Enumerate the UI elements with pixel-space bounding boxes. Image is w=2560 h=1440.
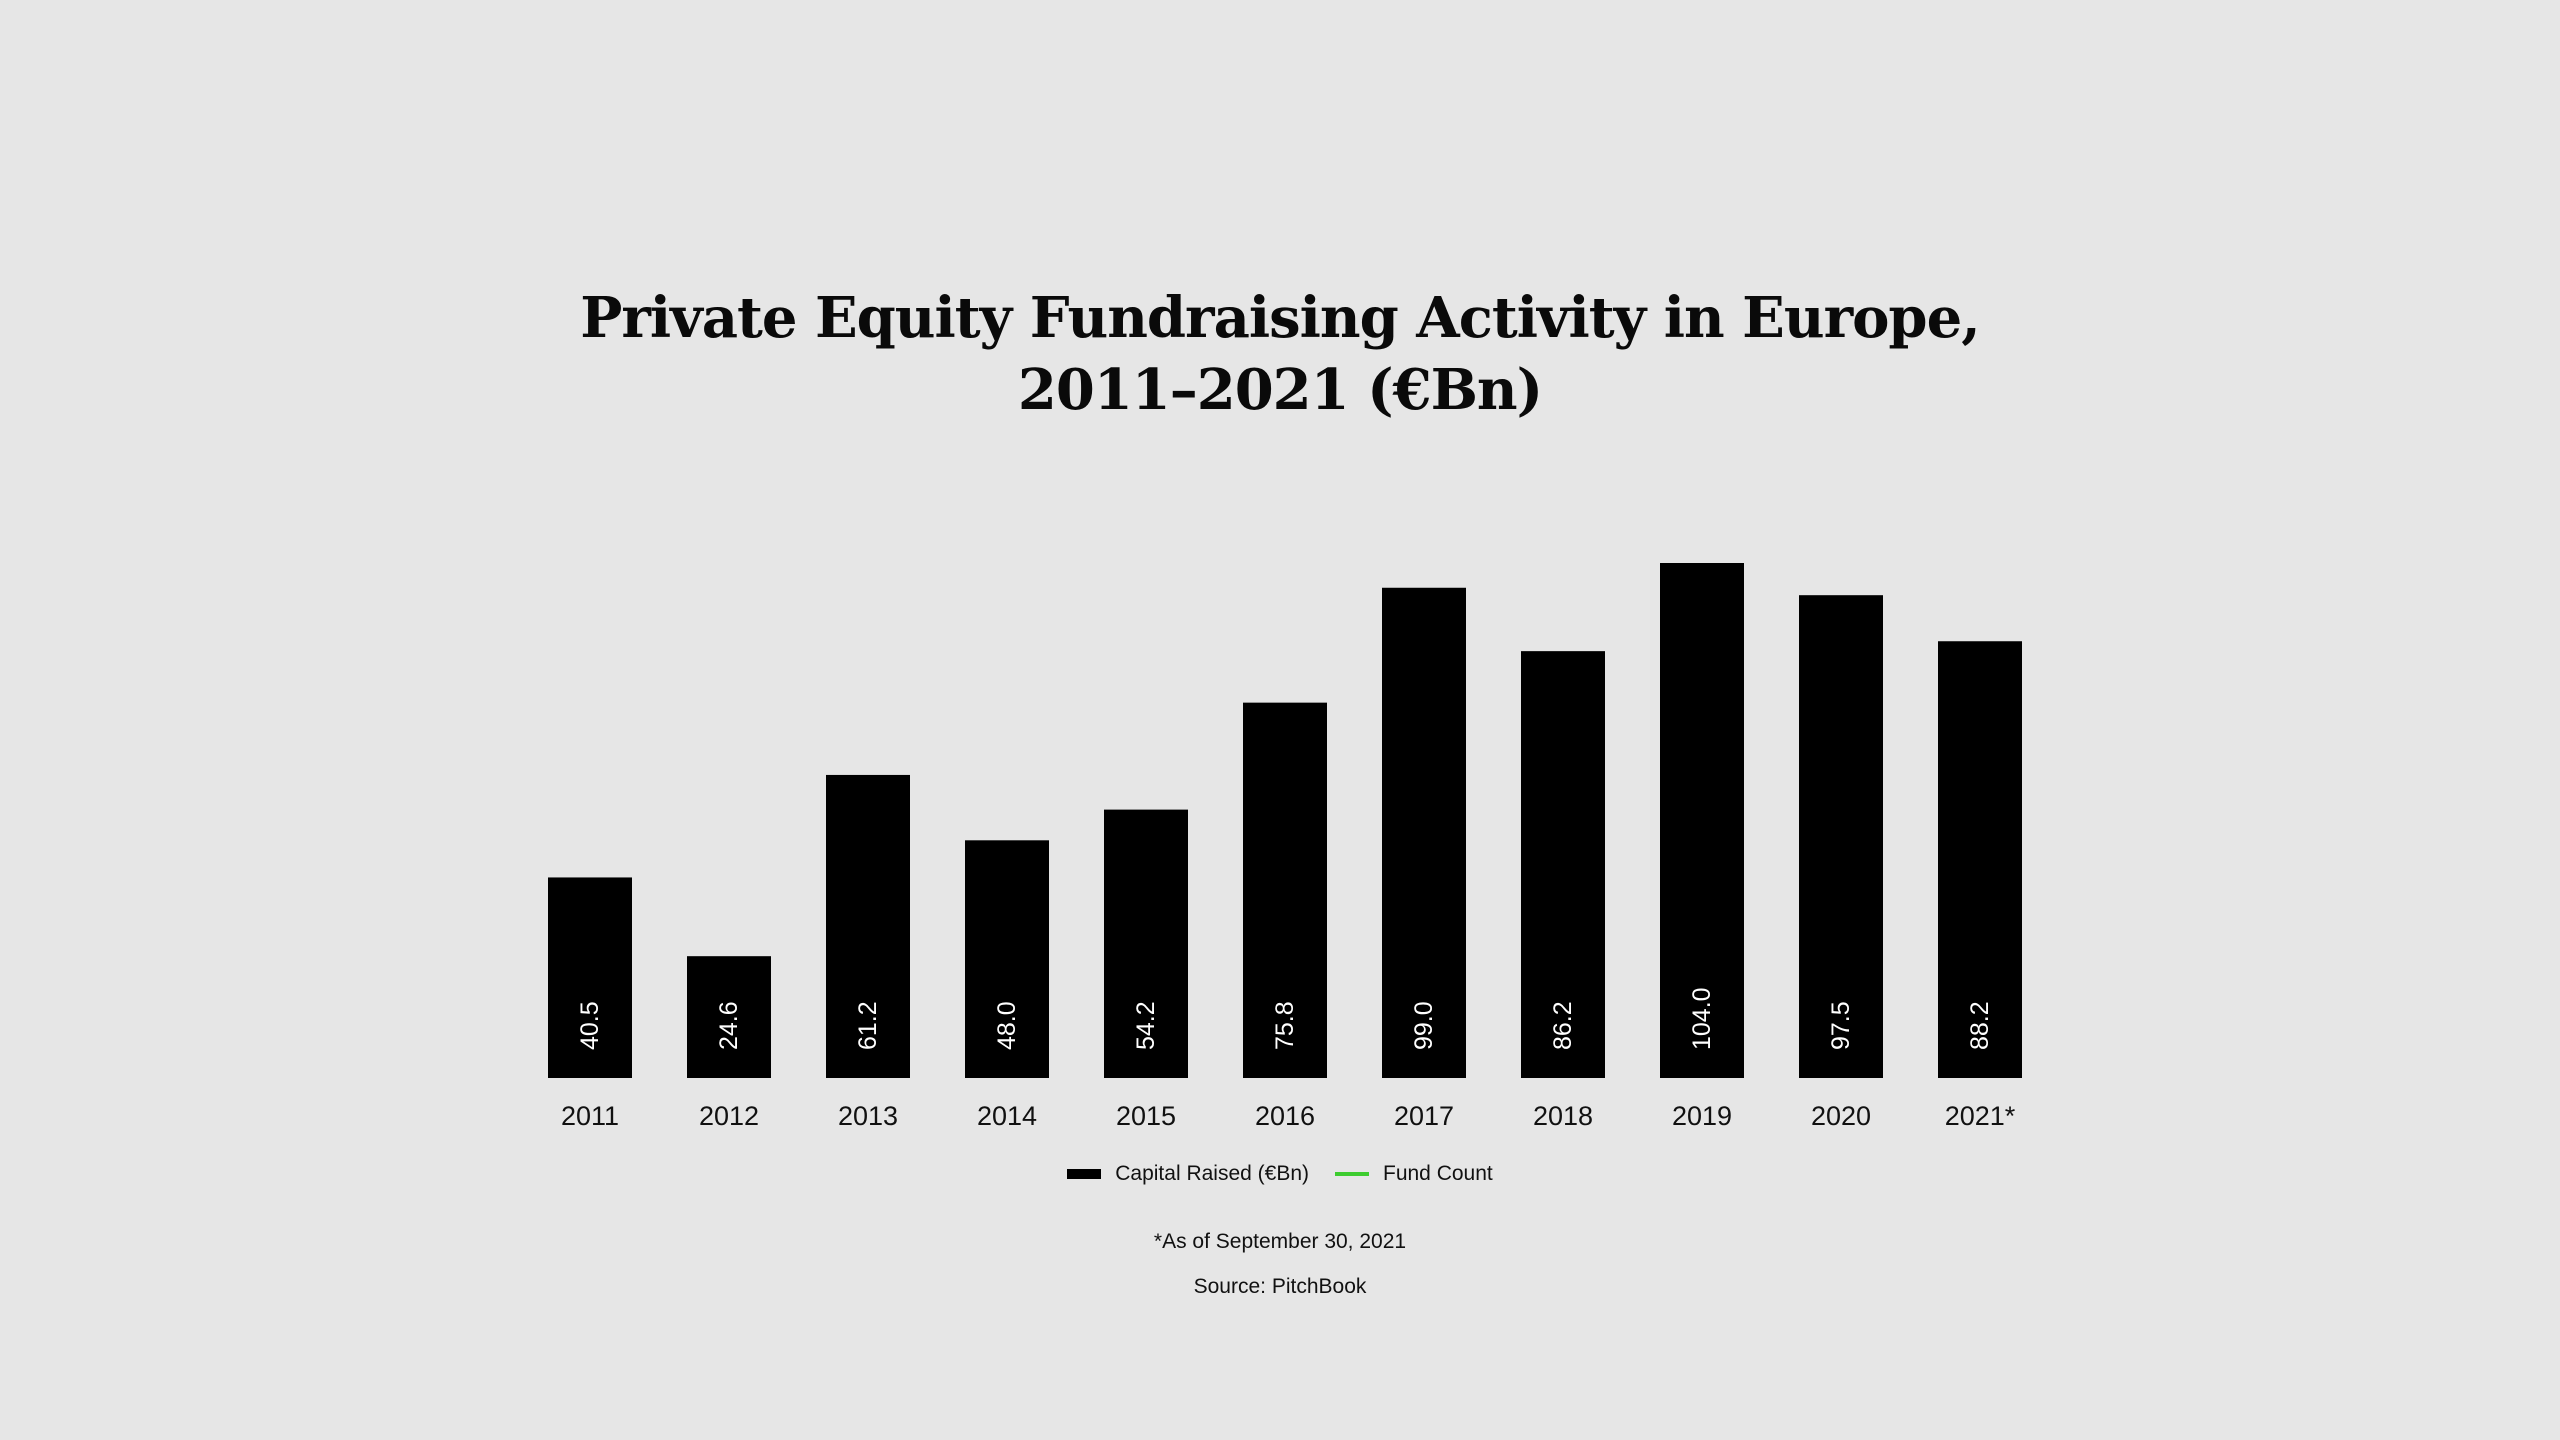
bar-2014 (965, 840, 1049, 1078)
value-label-2013: 61.2 (854, 1001, 882, 1050)
bar-2012 (687, 956, 771, 1078)
legend: Capital Raised (€Bn) Fund Count (0, 1162, 2560, 1186)
legend-label-capital-raised: Capital Raised (€Bn) (1115, 1162, 1309, 1185)
bar-2015 (1104, 809, 1188, 1078)
footnote-as-of: *As of September 30, 2021 (1153, 1230, 1407, 1253)
legend-item-capital-raised: Capital Raised (€Bn) (1067, 1162, 1309, 1186)
value-label-2015: 54.2 (1132, 1001, 1160, 1050)
bars-group (548, 563, 2022, 1078)
value-label-2021: 88.2 (1966, 1001, 1994, 1050)
x-tick-label-2019: 2019 (1672, 1101, 1732, 1131)
bar-2016 (1243, 702, 1327, 1078)
value-label-2014: 48.0 (993, 1001, 1021, 1050)
legend-label-fund-count: Fund Count (1383, 1162, 1493, 1185)
value-label-2012: 24.6 (715, 1001, 743, 1050)
chart-title-line1: Private Equity Fundraising Activity in E… (580, 285, 1980, 351)
bar-2021 (1938, 641, 2022, 1078)
x-tick-labels-group: 2011 2012 2013 2014 2015 2016 2017 2018 2019 2020… (561, 1101, 2016, 1131)
bar-2020 (1799, 595, 1883, 1078)
x-tick-label-2011: 2011 (561, 1101, 619, 1131)
bar-2019 (1660, 563, 1744, 1078)
x-tick-label-2014: 2014 (977, 1101, 1037, 1131)
value-label-2016: 75.8 (1271, 1001, 1299, 1050)
x-tick-label-2015: 2015 (1116, 1101, 1176, 1131)
value-label-2011: 40.5 (576, 1001, 604, 1050)
value-label-2020: 97.5 (1827, 1001, 1855, 1050)
x-tick-label-2017: 2017 (1394, 1101, 1454, 1131)
bar-2018 (1521, 651, 1605, 1078)
value-label-2018: 86.2 (1549, 1001, 1577, 1050)
x-tick-label-2020: 2020 (1811, 1101, 1871, 1131)
x-tick-label-2013: 2013 (838, 1101, 898, 1131)
value-labels-group: 40.5 24.6 61.2 48.0 54.2 75.8 99.0 86.2 104.0 97.… (576, 987, 1994, 1050)
legend-swatch-capital-raised (1067, 1169, 1102, 1179)
x-tick-label-2016: 2016 (1255, 1101, 1315, 1131)
chart-title-line2: 2011–2021 (€Bn) (1017, 357, 1543, 423)
x-tick-label-2018: 2018 (1533, 1101, 1593, 1131)
bar-2017 (1382, 587, 1466, 1078)
x-tick-label-2021: 2021* (1945, 1101, 2016, 1131)
value-label-2019: 104.0 (1688, 987, 1716, 1050)
chart-title: Private Equity Fundraising Activity in E… (0, 282, 2560, 426)
bar-2011 (548, 877, 632, 1078)
value-label-2017: 99.0 (1410, 1001, 1438, 1050)
footnote-source: Source: PitchBook (1193, 1275, 1367, 1298)
legend-swatch-fund-count (1335, 1172, 1369, 1176)
x-tick-label-2012: 2012 (699, 1101, 759, 1131)
legend-item-fund-count: Fund Count (1335, 1162, 1493, 1186)
bar-2013 (826, 774, 910, 1078)
